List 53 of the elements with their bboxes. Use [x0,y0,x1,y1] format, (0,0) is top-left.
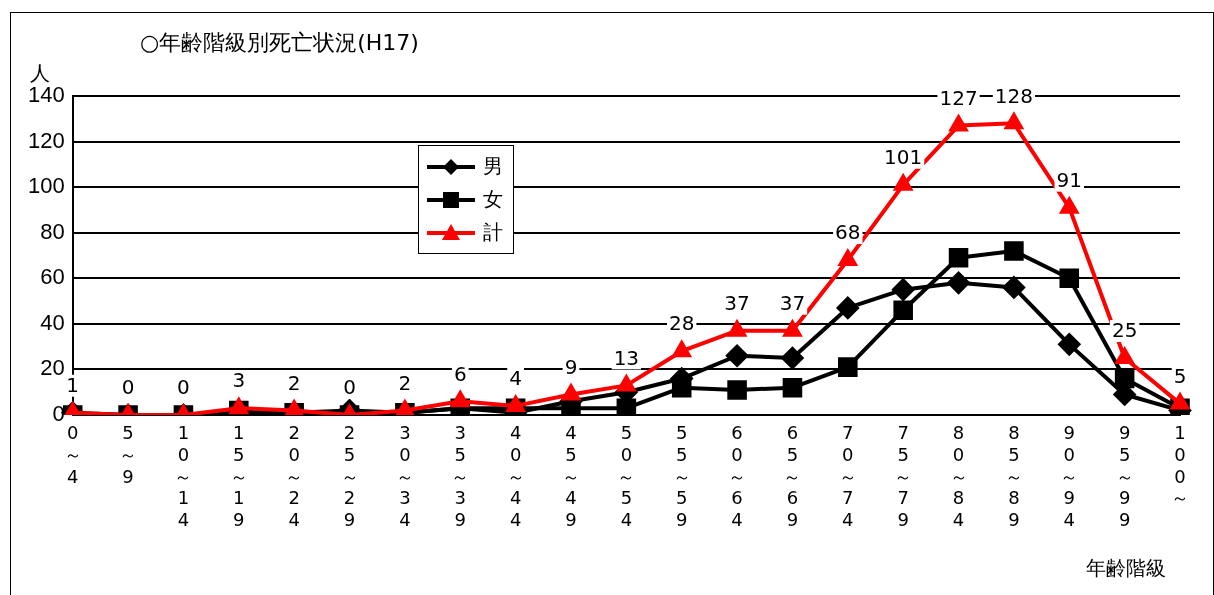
x-tick-label: 50～54 [617,422,636,530]
x-tick-label: 30～34 [395,422,414,530]
data-label: 28 [668,311,695,336]
data-label: 2 [287,370,301,395]
x-tick-label: 65～69 [783,422,802,530]
x-tick-label: 45～49 [561,422,580,530]
x-axis-title: 年齢階級 [1086,555,1166,582]
y-tick-label: 60 [40,264,65,290]
data-label: 3 [232,368,246,393]
data-label: 0 [343,375,356,400]
x-tick-label: 35～39 [451,422,470,530]
data-label: 68 [835,220,861,245]
data-label: 25 [1111,318,1138,343]
data-label: 101 [884,145,923,170]
y-tick-label: 40 [40,309,65,335]
x-tick-label: 10～14 [174,422,193,530]
x-tick-label: 100～ [1171,422,1189,509]
data-label: 1 [66,372,80,397]
x-tick-label: 55～59 [672,422,691,530]
y-tick-label: 120 [27,127,65,153]
x-tick-label: 95～99 [1115,422,1134,530]
x-tick-label: 15～19 [229,422,248,530]
data-label: 13 [613,345,640,370]
data-label: 37 [724,290,750,315]
x-tick-label: 80～84 [949,422,968,530]
x-tick-label: 5～9 [119,422,138,487]
x-tick-label: 75～79 [894,422,913,530]
y-tick-label: 20 [40,355,65,381]
data-label: 5 [1173,363,1187,388]
chart-title: ○年齢階級別死亡状況(H17) [140,29,419,57]
data-label: 127 [939,85,978,110]
data-label: 2 [398,370,412,395]
data-label: 0 [177,375,190,400]
data-label: 6 [453,361,467,386]
data-label: 37 [779,290,806,315]
x-tick-label: 70～74 [838,422,857,530]
x-tick-label: 90～94 [1060,422,1079,530]
data-label: 91 [1056,167,1082,192]
x-tick-label: 25～29 [340,422,359,530]
legend-label: 計 [483,219,503,246]
data-label: 4 [509,366,522,391]
x-tick-label: 20～24 [285,422,304,530]
y-tick-label: 100 [27,173,65,199]
x-tick-label: 60～64 [728,422,747,530]
legend-label: 男 [483,153,503,180]
data-label: 0 [121,375,135,400]
legend-label: 女 [483,186,503,213]
x-tick-label: 40～44 [506,422,525,530]
data-label: 9 [564,354,578,379]
x-tick-label: 0～4 [63,422,82,487]
data-label: 128 [994,83,1033,108]
y-tick-label: 80 [40,218,65,244]
x-tick-label: 85～89 [1004,422,1023,530]
